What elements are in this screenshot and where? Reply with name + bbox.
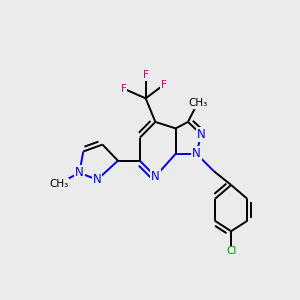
Text: Cl: Cl: [226, 246, 236, 256]
Text: CH₃: CH₃: [49, 179, 68, 189]
Text: N: N: [192, 147, 201, 160]
Text: CH₃: CH₃: [188, 98, 207, 108]
Text: N: N: [75, 166, 84, 179]
Text: F: F: [121, 84, 127, 94]
Text: N: N: [93, 173, 101, 186]
Text: F: F: [161, 80, 167, 89]
Text: N: N: [197, 128, 206, 141]
Text: F: F: [143, 70, 148, 80]
Text: N: N: [151, 170, 160, 183]
